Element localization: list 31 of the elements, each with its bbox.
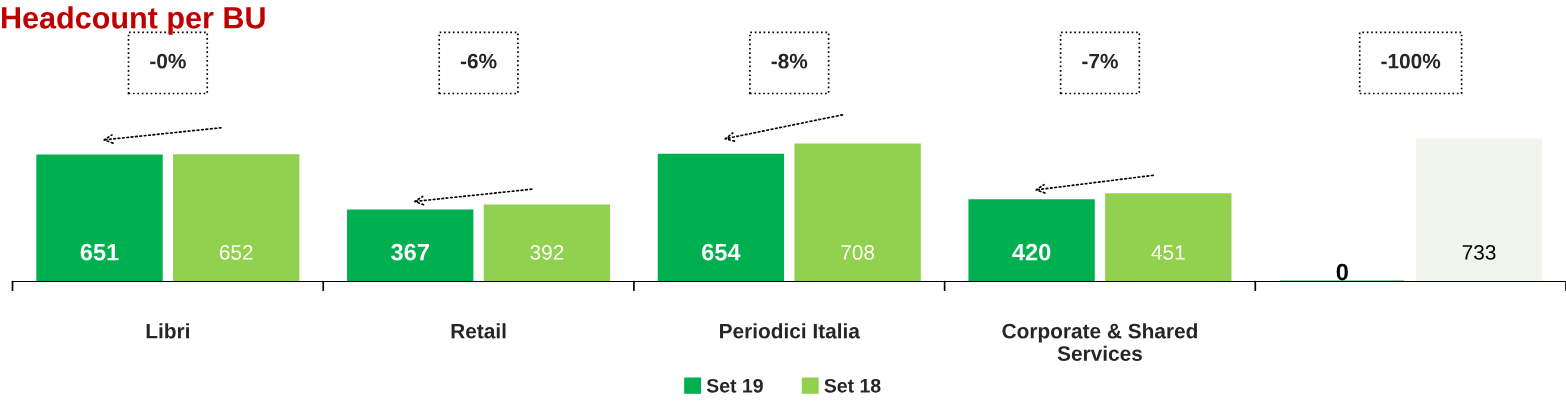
bar bbox=[347, 209, 474, 282]
bar bbox=[968, 199, 1095, 282]
text: -0% bbox=[150, 53, 186, 69]
bar bbox=[657, 153, 785, 282]
text: -100% bbox=[1381, 53, 1441, 69]
bar bbox=[1105, 193, 1232, 282]
legend-label: Set 18 bbox=[824, 378, 881, 393]
x-tick-label: Retail bbox=[451, 323, 506, 339]
data-label: 420 bbox=[1012, 243, 1051, 261]
legend-label: Set 19 bbox=[706, 378, 763, 393]
x-tick-label: Libri bbox=[146, 323, 189, 339]
bar bbox=[794, 143, 921, 282]
text: -7% bbox=[1082, 53, 1118, 69]
bar bbox=[1415, 138, 1543, 282]
data-label: 733 bbox=[1462, 245, 1496, 260]
data-label: 392 bbox=[530, 245, 564, 260]
x-tick-label: Corporate & Shared Services bbox=[1002, 323, 1197, 361]
data-label: 708 bbox=[841, 245, 875, 260]
data-label: 651 bbox=[80, 243, 119, 261]
bar bbox=[36, 154, 163, 282]
data-label: 451 bbox=[1151, 245, 1185, 260]
text: -8% bbox=[771, 53, 808, 69]
x-tick-label: Periodici Italia bbox=[720, 323, 861, 339]
data-label: 654 bbox=[702, 243, 741, 261]
data-label: 652 bbox=[219, 245, 253, 260]
data-label: 0 bbox=[1336, 263, 1348, 281]
data-label: 367 bbox=[391, 243, 429, 261]
text: -6% bbox=[460, 53, 497, 69]
chart-title: Headcount per BU bbox=[2, 6, 265, 35]
bar bbox=[173, 154, 300, 282]
bar bbox=[483, 204, 611, 282]
